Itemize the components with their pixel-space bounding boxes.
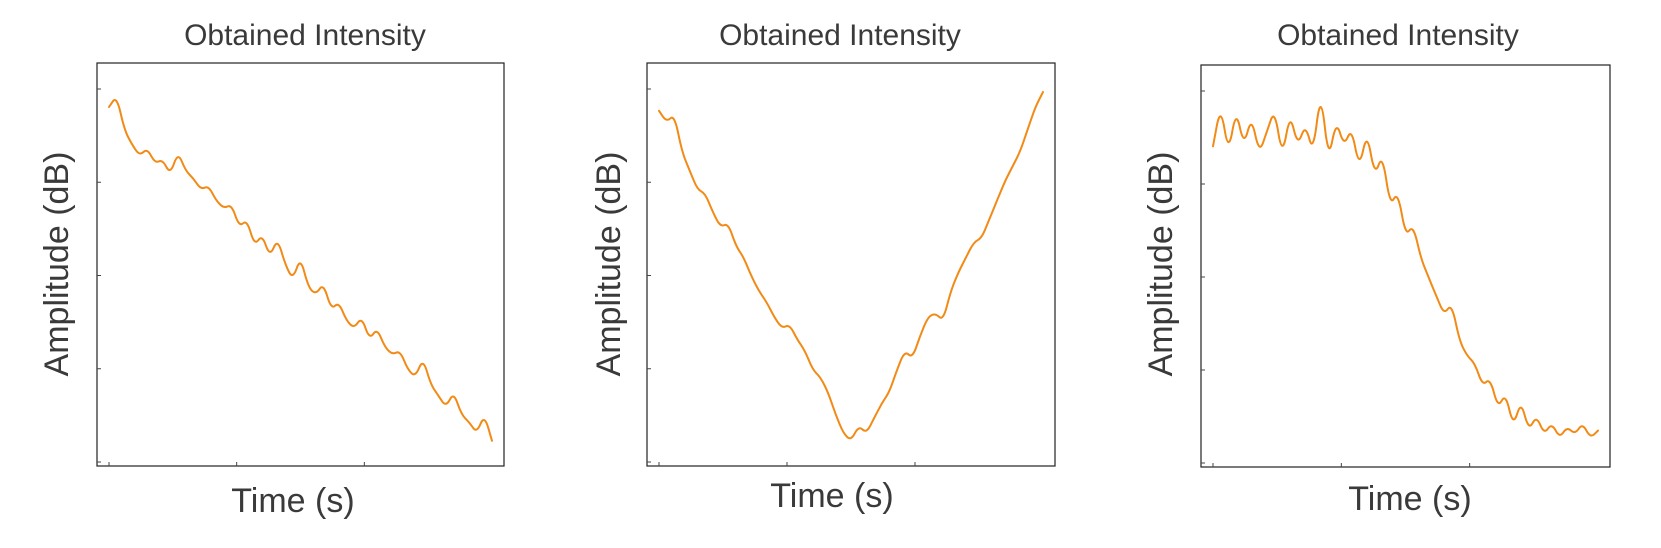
plot-frame	[1200, 64, 1611, 468]
axis-ticks	[97, 88, 365, 466]
x-axis-label: Time (s)	[231, 482, 354, 520]
axis-ticks	[1201, 90, 1471, 467]
plot-frame	[96, 62, 505, 467]
y-axis-label: Amplitude (dB)	[590, 152, 628, 377]
x-axis-label: Time (s)	[770, 477, 893, 515]
y-axis-label: Amplitude (dB)	[38, 152, 76, 377]
chart-title: Obtained Intensity	[184, 19, 426, 52]
chart-panel-2: Obtained Intensity Time (s) Amplitude (d…	[590, 19, 1056, 515]
chart-panel-3: Obtained Intensity Time (s) Amplitude (d…	[1142, 19, 1611, 518]
x-axis-label: Time (s)	[1348, 480, 1471, 518]
plot-frame	[646, 62, 1056, 467]
series-line	[1212, 106, 1599, 437]
axis-ticks	[647, 88, 916, 466]
series-line	[108, 99, 493, 442]
chart-title: Obtained Intensity	[1277, 19, 1519, 52]
series-line	[658, 91, 1044, 440]
chart-title: Obtained Intensity	[719, 19, 961, 52]
chart-panel-1: Obtained Intensity Time (s) Amplitude (d…	[38, 19, 505, 520]
y-axis-label: Amplitude (dB)	[1142, 152, 1180, 377]
